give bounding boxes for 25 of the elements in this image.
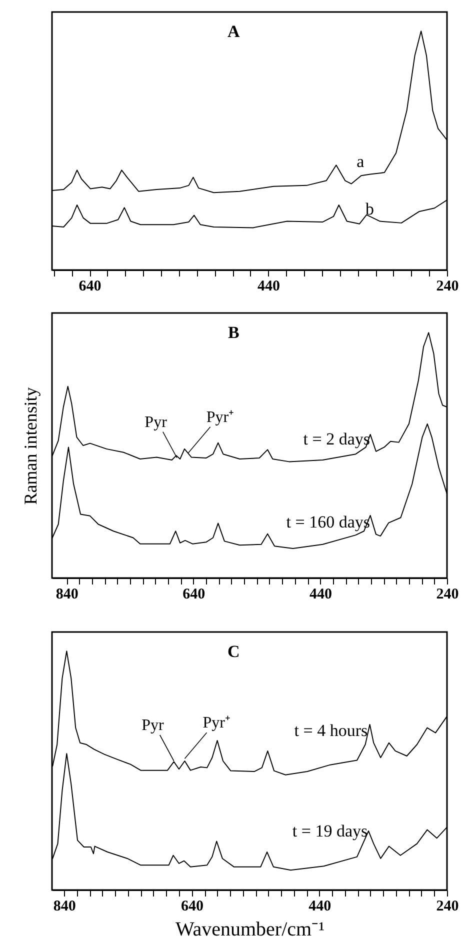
x-tick-label: 640: [181, 898, 204, 914]
x-tick-label: 240: [436, 278, 459, 294]
x-tick-label: 840: [53, 898, 76, 914]
x-tick-label: 440: [258, 278, 280, 294]
series-label: t = 4 hours: [294, 720, 368, 740]
x-tick-label: 440: [308, 898, 332, 914]
series-label: t = 2 days: [303, 429, 370, 448]
chart-title: A: [228, 22, 241, 41]
series-label: a: [356, 152, 365, 172]
y-axis-title: Raman intensity: [20, 387, 40, 505]
series-label: b: [365, 199, 374, 218]
annotation: Pyr⁺: [206, 408, 234, 426]
x-tick-label: 840: [56, 586, 78, 602]
x-axis-title: Wavenumber/cm⁻¹: [175, 918, 325, 940]
annotation: Pyr: [142, 717, 165, 734]
chart-title: C: [228, 642, 240, 661]
chart-title: B: [228, 323, 240, 342]
x-tick-label: 640: [182, 586, 206, 602]
x-tick-label: 640: [78, 278, 102, 294]
annotation: Pyr⁺: [202, 714, 230, 732]
series-label: t = 19 days: [292, 822, 368, 841]
annotation: Pyr: [144, 414, 168, 431]
x-tick-label: 240: [436, 898, 459, 914]
x-tick-label: 240: [436, 586, 459, 602]
x-tick-label: 440: [309, 586, 332, 602]
